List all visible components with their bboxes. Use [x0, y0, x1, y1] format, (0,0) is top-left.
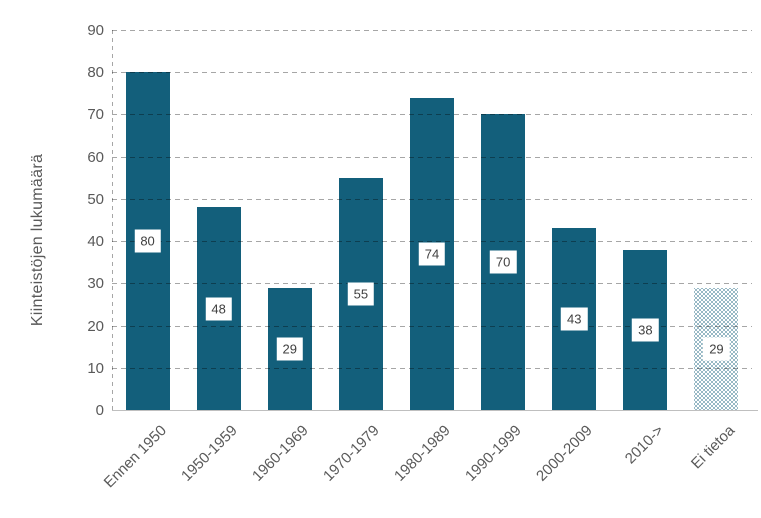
y-tick-label: 30 [87, 275, 104, 293]
gridline [112, 30, 752, 31]
x-tick-label: Ei tietoa [688, 422, 739, 473]
y-axis-title: Kiinteistöjen lukumäärä [29, 153, 47, 327]
bar-value-label: 80 [134, 229, 161, 253]
gridline [112, 325, 752, 327]
y-tick-label: 0 [95, 402, 104, 419]
gridline [112, 367, 752, 369]
bar-value-label: 55 [347, 282, 375, 306]
x-axis-line [112, 410, 759, 411]
bar-value-label: 29 [276, 337, 303, 361]
bar-value-label: 38 [632, 318, 659, 342]
x-tick-label: 1980-1989 [391, 422, 455, 485]
bar-value-label: 43 [560, 307, 588, 331]
bar-value-label: 70 [489, 250, 517, 274]
gridline [112, 283, 752, 285]
y-tick-label: 90 [87, 22, 104, 39]
x-tick-label: 1960-1969 [249, 422, 312, 485]
gridline [112, 156, 752, 158]
x-tick-label: 2000-2009 [533, 422, 597, 485]
x-tick-label: Ennen 1950 [100, 422, 170, 492]
y-tick-label: 60 [87, 148, 104, 166]
y-tick-label: 10 [87, 359, 104, 377]
gridline [112, 114, 752, 116]
x-tick-label: 1950-1959 [177, 422, 241, 485]
gridline [112, 241, 752, 243]
y-tick-label: 70 [87, 106, 104, 124]
y-tick-label: 20 [87, 317, 104, 335]
y-tick-label: 80 [87, 64, 104, 82]
x-tick-label: 1990-1999 [462, 422, 526, 485]
bar-value-label: 29 [703, 337, 730, 361]
bar-value-label: 74 [418, 242, 446, 266]
y-tick-label: 40 [87, 233, 104, 251]
x-tick-label: 1970-1979 [320, 422, 383, 485]
gridline [112, 72, 752, 74]
y-axis-line [112, 30, 113, 410]
plot-area: 80 48 29 55 74 70 43 38 29 [112, 30, 759, 411]
x-tick-label: 2010-> [622, 422, 668, 468]
gridline [112, 198, 752, 200]
bar-value-label: 48 [205, 297, 232, 321]
y-axis-title-wrap: Kiinteistöjen lukumäärä [20, 50, 56, 430]
y-tick-label: 50 [87, 190, 104, 208]
